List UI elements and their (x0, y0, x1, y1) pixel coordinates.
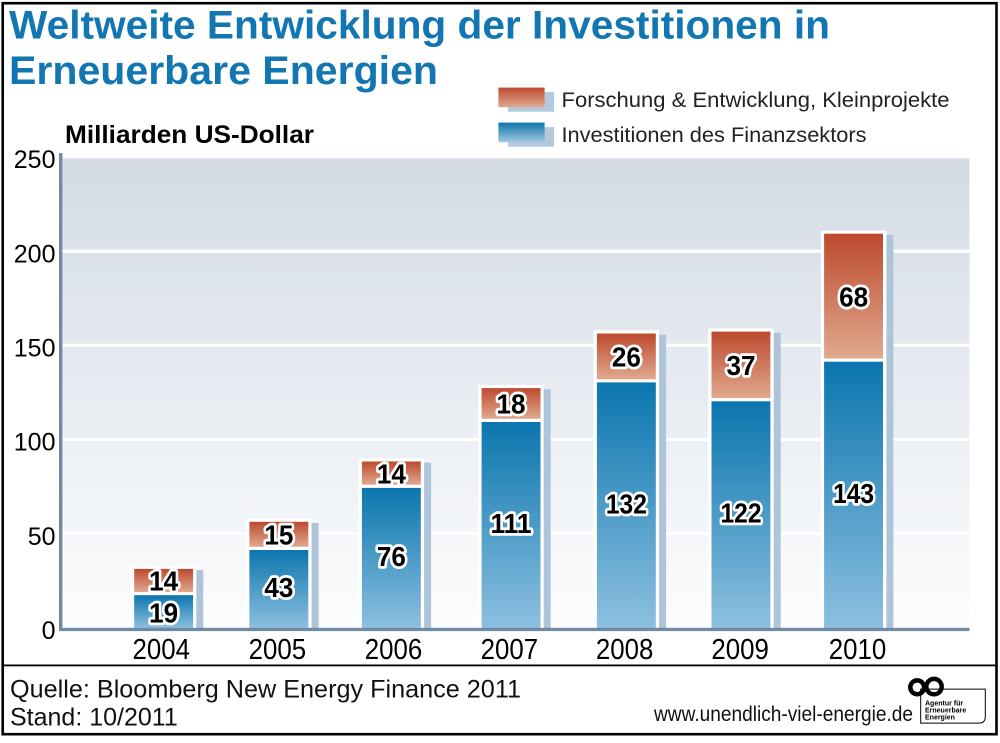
svg-text:Energien: Energien (925, 715, 955, 722)
svg-text:Stand: 10/2011: Stand: 10/2011 (10, 704, 178, 732)
svg-text:www.unendlich-viel-energie.de: www.unendlich-viel-energie.de (653, 703, 913, 726)
svg-text:76: 76 (377, 541, 406, 572)
svg-text:19: 19 (149, 597, 178, 628)
svg-text:100: 100 (14, 429, 56, 457)
svg-text:14: 14 (377, 458, 407, 489)
svg-text:2010: 2010 (829, 634, 887, 666)
svg-text:111: 111 (491, 508, 532, 539)
svg-text:43: 43 (264, 572, 293, 603)
svg-text:14: 14 (149, 566, 179, 597)
svg-text:200: 200 (14, 240, 56, 268)
svg-text:68: 68 (839, 281, 868, 312)
svg-text:Quelle: Bloomberg New Energy F: Quelle: Bloomberg New Energy Finance 201… (10, 676, 521, 704)
svg-text:2007: 2007 (481, 634, 539, 666)
svg-text:Erneuerbare: Erneuerbare (925, 708, 966, 715)
svg-text:15: 15 (264, 520, 293, 551)
svg-text:37: 37 (727, 350, 756, 381)
svg-text:250: 250 (14, 146, 56, 174)
svg-text:150: 150 (14, 335, 56, 363)
svg-text:Erneuerbare Energien: Erneuerbare Energien (9, 49, 438, 93)
svg-text:Weltweite Entwicklung der Inve: Weltweite Entwicklung der Investitionen … (9, 3, 830, 47)
svg-text:Agentur für: Agentur für (925, 700, 963, 707)
svg-text:2008: 2008 (596, 634, 654, 666)
svg-text:Milliarden US-Dollar: Milliarden US-Dollar (65, 121, 314, 149)
svg-text:2009: 2009 (711, 634, 769, 666)
svg-text:Forschung & Entwicklung, Klein: Forschung & Entwicklung, Kleinprojekte (562, 88, 950, 112)
svg-text:143: 143 (833, 478, 874, 509)
svg-text:2005: 2005 (249, 634, 307, 666)
svg-text:26: 26 (612, 342, 641, 373)
svg-text:18: 18 (497, 389, 526, 420)
svg-text:2004: 2004 (133, 634, 191, 666)
svg-text:0: 0 (42, 617, 56, 645)
svg-text:132: 132 (606, 488, 647, 519)
svg-text:50: 50 (28, 523, 56, 551)
svg-text:Investitionen des Finanzsektor: Investitionen des Finanzsektors (562, 123, 867, 147)
svg-text:122: 122 (721, 498, 762, 529)
svg-text:2006: 2006 (365, 634, 423, 666)
